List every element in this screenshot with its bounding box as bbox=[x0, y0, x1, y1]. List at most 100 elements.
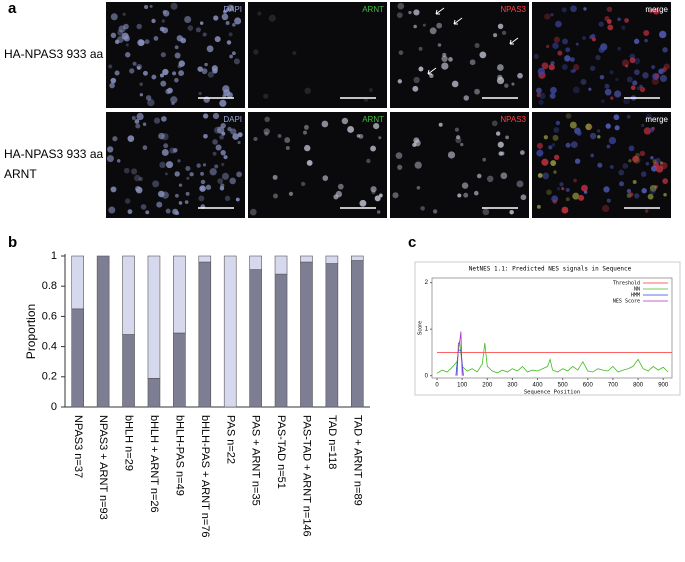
cell bbox=[263, 93, 269, 99]
cell bbox=[632, 80, 638, 86]
x-tick-label: PAS + ARNT n=35 bbox=[250, 415, 262, 506]
cell bbox=[223, 155, 228, 160]
cell bbox=[231, 51, 236, 56]
panel-label: a bbox=[8, 0, 17, 17]
cell bbox=[552, 199, 557, 204]
channel-label: DAPI bbox=[223, 115, 242, 124]
bar-segment bbox=[325, 255, 339, 264]
cell bbox=[396, 12, 403, 19]
cell bbox=[550, 86, 557, 94]
cell bbox=[662, 47, 668, 53]
cell bbox=[162, 68, 169, 76]
cell bbox=[602, 204, 610, 213]
cell bbox=[455, 137, 462, 144]
cell bbox=[232, 133, 239, 140]
cell bbox=[497, 141, 504, 148]
cell bbox=[219, 134, 224, 140]
cell bbox=[505, 135, 509, 140]
cell bbox=[144, 39, 150, 45]
bar-segment bbox=[325, 263, 339, 408]
cell bbox=[170, 2, 178, 10]
cell bbox=[658, 68, 665, 75]
cell bbox=[253, 136, 258, 141]
cell bbox=[632, 155, 639, 163]
cell bbox=[163, 143, 169, 149]
cell bbox=[645, 209, 649, 213]
x-tick-label: bHLH-PAS + ARNT n=76 bbox=[199, 415, 211, 538]
cell bbox=[606, 144, 611, 149]
cell bbox=[598, 21, 604, 27]
cell bbox=[229, 177, 237, 185]
cell bbox=[633, 69, 640, 76]
cell bbox=[647, 193, 654, 200]
cell bbox=[639, 150, 646, 157]
cell bbox=[608, 136, 617, 145]
cell bbox=[626, 114, 631, 119]
cell bbox=[110, 77, 117, 84]
arrow bbox=[509, 37, 519, 45]
cell bbox=[544, 13, 551, 20]
cell bbox=[479, 51, 487, 59]
cell bbox=[437, 43, 442, 47]
cell bbox=[634, 193, 640, 199]
cell bbox=[110, 32, 117, 38]
row-label: ARNT bbox=[4, 167, 37, 181]
cell bbox=[207, 71, 214, 78]
cell bbox=[659, 74, 668, 83]
cell bbox=[565, 113, 572, 119]
bar-segment bbox=[96, 255, 110, 408]
cell bbox=[552, 134, 559, 141]
cell bbox=[648, 8, 653, 14]
cell bbox=[663, 63, 670, 70]
cell bbox=[537, 67, 545, 76]
cell bbox=[557, 50, 563, 56]
cell bbox=[613, 114, 620, 121]
cell bbox=[561, 206, 569, 214]
cell bbox=[565, 47, 571, 53]
cell bbox=[652, 73, 660, 81]
cell bbox=[595, 54, 601, 61]
cell bbox=[160, 80, 167, 87]
cell bbox=[564, 55, 571, 62]
cell bbox=[629, 192, 634, 197]
cell bbox=[561, 187, 565, 191]
cell bbox=[172, 71, 177, 76]
cell bbox=[333, 194, 339, 200]
cell bbox=[570, 141, 578, 149]
cell bbox=[570, 5, 577, 13]
cell bbox=[184, 200, 189, 204]
channel-label: NPAS3 bbox=[500, 115, 526, 124]
cell bbox=[413, 24, 417, 29]
cell bbox=[222, 85, 230, 93]
cell bbox=[553, 36, 560, 43]
cell bbox=[172, 148, 178, 154]
cell bbox=[606, 198, 611, 203]
cell bbox=[217, 178, 224, 184]
cell bbox=[643, 127, 652, 135]
cell bbox=[277, 133, 282, 138]
cell bbox=[588, 87, 592, 91]
channel-label: NPAS3 bbox=[500, 5, 526, 14]
cell bbox=[538, 99, 544, 105]
arrow bbox=[435, 7, 445, 15]
cell bbox=[118, 25, 126, 33]
cell bbox=[493, 33, 498, 38]
cell bbox=[202, 163, 207, 167]
cell bbox=[199, 185, 206, 192]
row-label: HA-NPAS3 933 aa bbox=[4, 147, 103, 161]
panel-label: b bbox=[8, 234, 17, 251]
cell bbox=[533, 53, 539, 60]
cell bbox=[212, 139, 218, 145]
cell bbox=[561, 7, 567, 13]
bar-segment bbox=[122, 334, 135, 408]
cell bbox=[288, 191, 294, 196]
cell bbox=[646, 113, 652, 119]
cell bbox=[337, 183, 344, 190]
cell bbox=[200, 179, 206, 185]
cell bbox=[214, 36, 221, 43]
cell bbox=[496, 76, 505, 85]
cell bbox=[203, 133, 208, 139]
cell bbox=[125, 43, 129, 47]
cell bbox=[517, 72, 523, 79]
cell bbox=[572, 86, 580, 94]
